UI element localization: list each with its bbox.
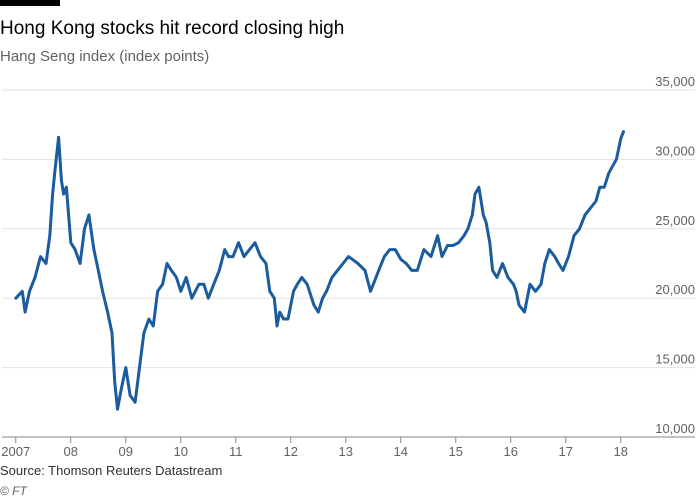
x-tick-label: 13	[339, 444, 353, 459]
x-tick-label: 14	[394, 444, 408, 459]
x-tick-label: 16	[504, 444, 518, 459]
ft-brand-bar	[0, 0, 60, 6]
y-tick-label: 15,000	[655, 352, 695, 367]
x-tick-label: 15	[449, 444, 463, 459]
chart-title: Hong Kong stocks hit record closing high	[0, 18, 345, 39]
y-tick-label: 30,000	[655, 143, 695, 158]
x-axis-ticks: 2007 08 09 10 11 12 13 14 15 16 17 18	[1, 437, 628, 459]
y-tick-label: 20,000	[655, 282, 695, 297]
x-tick-label: 09	[119, 444, 133, 459]
x-tick-label: 18	[614, 444, 628, 459]
chart-credit: © FT	[0, 484, 27, 498]
x-tick-label: 17	[559, 444, 573, 459]
gridlines	[2, 89, 695, 438]
hang-seng-series-line	[14, 130, 625, 411]
x-tick-label: 08	[64, 444, 78, 459]
x-tick-label: 11	[229, 444, 243, 459]
chart-subtitle: Hang Seng index (index points)	[0, 48, 210, 65]
y-axis-tick-labels: 10,000 15,000 20,000 25,000 30,000 35,000	[655, 74, 695, 436]
x-tick-label: 10	[174, 444, 188, 459]
x-tick-label: 2007	[1, 444, 30, 459]
x-tick-label: 12	[284, 444, 298, 459]
chart-source: Source: Thomson Reuters Datastream	[0, 463, 223, 478]
y-tick-label: 10,000	[655, 421, 695, 436]
series-layer	[14, 130, 625, 411]
y-tick-label: 35,000	[655, 74, 695, 89]
y-tick-label: 25,000	[655, 213, 695, 228]
